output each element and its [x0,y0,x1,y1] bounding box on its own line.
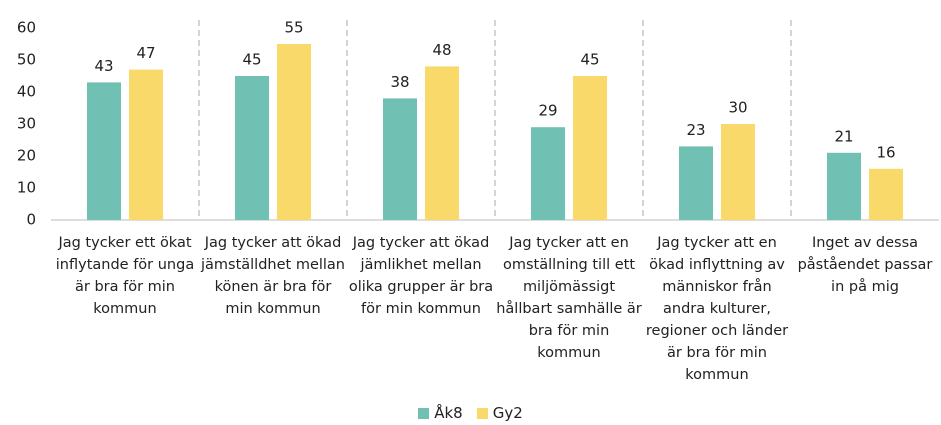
bar [869,168,903,220]
y-tick-label: 0 [26,211,36,229]
data-label: 45 [242,51,261,69]
bar [235,76,269,220]
bar [425,66,459,221]
bar [277,44,311,220]
bar [531,127,565,220]
bar [573,76,607,220]
data-label: 47 [136,44,155,62]
legend: Åk8 Gy2 [0,404,941,422]
y-tick-label: 60 [17,19,36,37]
x-tick-label: Jag tycker att ökad jämställdhet mellan … [200,235,345,317]
legend-swatch [418,408,430,419]
legend-item: Gy2 [476,404,523,422]
bar [721,124,755,220]
bar [129,69,163,220]
bar [87,82,121,221]
data-label: 55 [284,19,303,37]
y-tick-label: 20 [17,147,36,165]
legend-label: Åk8 [434,404,463,422]
legend-swatch [476,408,488,419]
data-label: 48 [432,41,451,59]
data-label: 21 [834,127,853,145]
y-tick-label: 40 [17,83,36,101]
data-label: 30 [728,99,747,117]
y-tick-label: 50 [17,51,36,69]
x-tick-label: Jag tycker att ökad jämlikhet mellan oli… [348,235,494,317]
x-tick-label: Inget av dessa påståendet passar in på m… [797,235,933,295]
y-tick-label: 30 [17,115,36,133]
x-tick-label: Jag tycker ett ökat inflytande för unga … [55,235,195,317]
data-label: 43 [94,57,113,75]
x-tick-label: Jag tycker att en ökad inflyttning av mä… [645,235,789,383]
data-label: 45 [580,51,599,69]
x-tick-label: Jag tycker att en omställning till ett m… [496,235,642,361]
data-label: 29 [538,102,557,120]
data-label: 23 [686,121,705,139]
bar [827,152,861,220]
bar [383,98,417,220]
y-tick-label: 10 [17,179,36,197]
data-label: 38 [390,73,409,91]
legend-item: Åk8 [418,404,463,422]
data-label: 16 [876,143,895,161]
legend-label: Gy2 [492,404,523,422]
bar [679,146,713,220]
